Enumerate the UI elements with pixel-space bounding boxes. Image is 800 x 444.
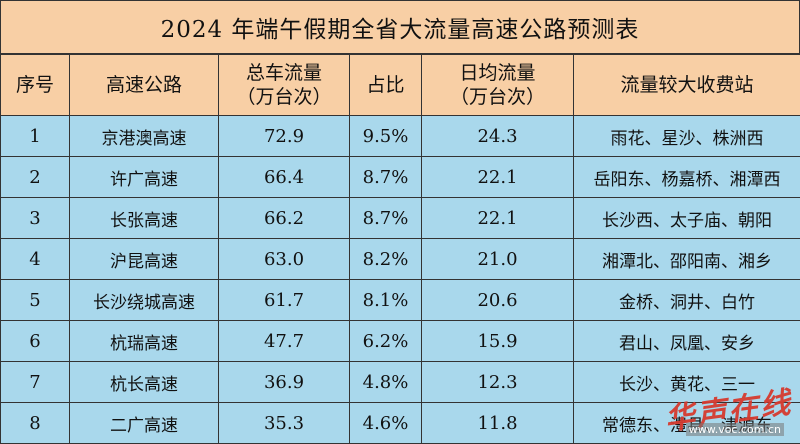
cell-share: 8.7% [350,157,422,198]
cell-stations: 金桥、洞井、白竹 [574,280,800,321]
table-row: 5 长沙绕城高速 61.7 8.1% 20.6 金桥、洞井、白竹 [1,280,800,321]
cell-road: 杭长高速 [70,362,219,403]
watermark-url: www.voc.com.cn [686,423,784,436]
table-row: 3 长张高速 66.2 8.7% 22.1 长沙西、太子庙、朝阳 [1,198,800,239]
cell-daily: 21.0 [422,239,574,280]
cell-stations: 长沙西、太子庙、朝阳 [574,198,800,239]
col-header-daily: 日均流量 （万台次） [422,55,574,116]
cell-index: 2 [1,157,70,198]
table-row: 6 杭瑞高速 47.7 6.2% 15.9 君山、凤凰、安乡 [1,321,800,362]
cell-index: 1 [1,116,70,157]
cell-total: 72.9 [219,116,350,157]
table-row: 1 京港澳高速 72.9 9.5% 24.3 雨花、星沙、株洲西 [1,116,800,157]
table-header-row: 序号 高速公路 总车流量 （万台次） 占比 日均流量 （万台次） 流量较大收费站 [1,55,800,116]
cell-index: 8 [1,403,70,444]
col-header-road: 高速公路 [70,55,219,116]
col-header-daily-line2: （万台次） [422,85,573,109]
col-header-total-line2: （万台次） [219,85,349,109]
cell-stations: 君山、凤凰、安乡 [574,321,800,362]
cell-daily: 24.3 [422,116,574,157]
cell-total: 66.2 [219,198,350,239]
cell-share: 8.1% [350,280,422,321]
table-row: 2 许广高速 66.4 8.7% 22.1 岳阳东、杨嘉桥、湘潭西 [1,157,800,198]
cell-index: 3 [1,198,70,239]
cell-road: 长张高速 [70,198,219,239]
cell-share: 4.8% [350,362,422,403]
cell-daily: 22.1 [422,198,574,239]
col-header-share: 占比 [350,55,422,116]
cell-road: 京港澳高速 [70,116,219,157]
cell-share: 8.7% [350,198,422,239]
table-row: 4 沪昆高速 63.0 8.2% 21.0 湘潭北、邵阳南、湘乡 [1,239,800,280]
cell-road: 二广高速 [70,403,219,444]
cell-index: 4 [1,239,70,280]
col-header-daily-line1: 日均流量 [422,61,573,85]
cell-daily: 20.6 [422,280,574,321]
cell-road: 沪昆高速 [70,239,219,280]
col-header-index: 序号 [1,55,70,116]
cell-road: 许广高速 [70,157,219,198]
cell-share: 4.6% [350,403,422,444]
col-header-total-line1: 总车流量 [219,61,349,85]
table-title: 2024 年端午假期全省大流量高速公路预测表 [0,0,800,54]
cell-share: 9.5% [350,116,422,157]
cell-index: 5 [1,280,70,321]
cell-daily: 11.8 [422,403,574,444]
traffic-forecast-table: 序号 高速公路 总车流量 （万台次） 占比 日均流量 （万台次） 流量较大收费站… [0,54,800,444]
cell-stations: 雨花、星沙、株洲西 [574,116,800,157]
cell-road: 长沙绕城高速 [70,280,219,321]
cell-daily: 12.3 [422,362,574,403]
cell-stations: 岳阳东、杨嘉桥、湘潭西 [574,157,800,198]
cell-share: 6.2% [350,321,422,362]
cell-total: 63.0 [219,239,350,280]
cell-total: 35.3 [219,403,350,444]
col-header-stations: 流量较大收费站 [574,55,800,116]
col-header-total: 总车流量 （万台次） [219,55,350,116]
cell-daily: 22.1 [422,157,574,198]
cell-share: 8.2% [350,239,422,280]
cell-index: 7 [1,362,70,403]
cell-road: 杭瑞高速 [70,321,219,362]
cell-total: 66.4 [219,157,350,198]
cell-total: 61.7 [219,280,350,321]
cell-total: 47.7 [219,321,350,362]
cell-stations: 湘潭北、邵阳南、湘乡 [574,239,800,280]
cell-total: 36.9 [219,362,350,403]
cell-daily: 15.9 [422,321,574,362]
cell-index: 6 [1,321,70,362]
